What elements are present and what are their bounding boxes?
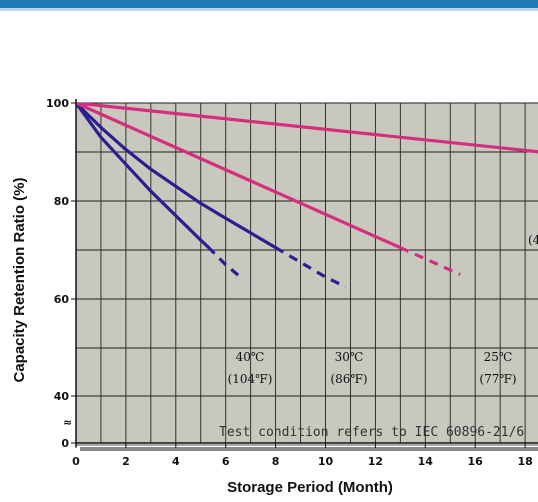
x-tick-label: 4 <box>172 455 180 468</box>
series-label-fahrenheit-2: (77℉) <box>479 372 516 386</box>
series-dashed-0 <box>207 245 245 281</box>
test-condition-note: Test condition refers to IEC 60896-21/6 <box>219 425 524 440</box>
series-line-2 <box>76 103 402 250</box>
plot-area <box>76 103 538 443</box>
series-label-temp-0: 40℃ <box>236 350 265 364</box>
series-label-fahrenheit-1: (86℉) <box>330 372 367 386</box>
x-tick-label: 18 <box>517 455 532 468</box>
top-banner-shadow <box>0 8 538 11</box>
y-tick-label: 60 <box>54 293 70 306</box>
x-tick-label: 6 <box>222 455 230 468</box>
x-tick-label: 8 <box>272 455 280 468</box>
x-tick-label: 16 <box>468 455 484 468</box>
series-label-fahrenheit-0: (104℉) <box>228 372 273 386</box>
x-tick-label: 2 <box>122 455 130 468</box>
x-axis-title: Storage Period (Month) <box>227 479 393 496</box>
tick-labels: 0 40 60 80 100 0 2 4 6 8 10 12 14 16 18 <box>46 97 533 468</box>
x-tick-label: 12 <box>368 455 383 468</box>
series-label-temp-1: 30℃ <box>335 350 364 364</box>
x-tick-label: 0 <box>72 455 80 468</box>
series-line-1 <box>76 103 278 250</box>
data-curves <box>76 103 538 289</box>
axes: ≈ <box>63 99 538 451</box>
y-tick-label: 100 <box>46 97 69 110</box>
grid-lines <box>76 102 538 443</box>
series-dashed-1 <box>274 246 347 289</box>
series-line-0 <box>76 103 210 249</box>
y-tick-label: 80 <box>54 195 70 208</box>
series-dashed-2 <box>399 246 461 276</box>
series-label-temp-3: (4 <box>528 233 538 247</box>
series-label-temp-2: 25℃ <box>484 350 513 364</box>
top-banner-bar <box>0 0 538 8</box>
series-line-3 <box>76 103 538 154</box>
curve-labels: 40℃ (104℉) 30℃ (86℉) 25℃ (77℉) (4 <box>228 233 538 386</box>
x-tick-label: 10 <box>318 455 334 468</box>
plot-background <box>76 103 538 443</box>
y-tick-label: 40 <box>54 390 70 403</box>
axis-break-symbol: ≈ <box>63 416 72 429</box>
x-tick-label: 14 <box>418 455 434 468</box>
y-axis-title: Capacity Retention Ratio (%) <box>11 177 28 382</box>
y-tick-label: 0 <box>61 437 69 450</box>
